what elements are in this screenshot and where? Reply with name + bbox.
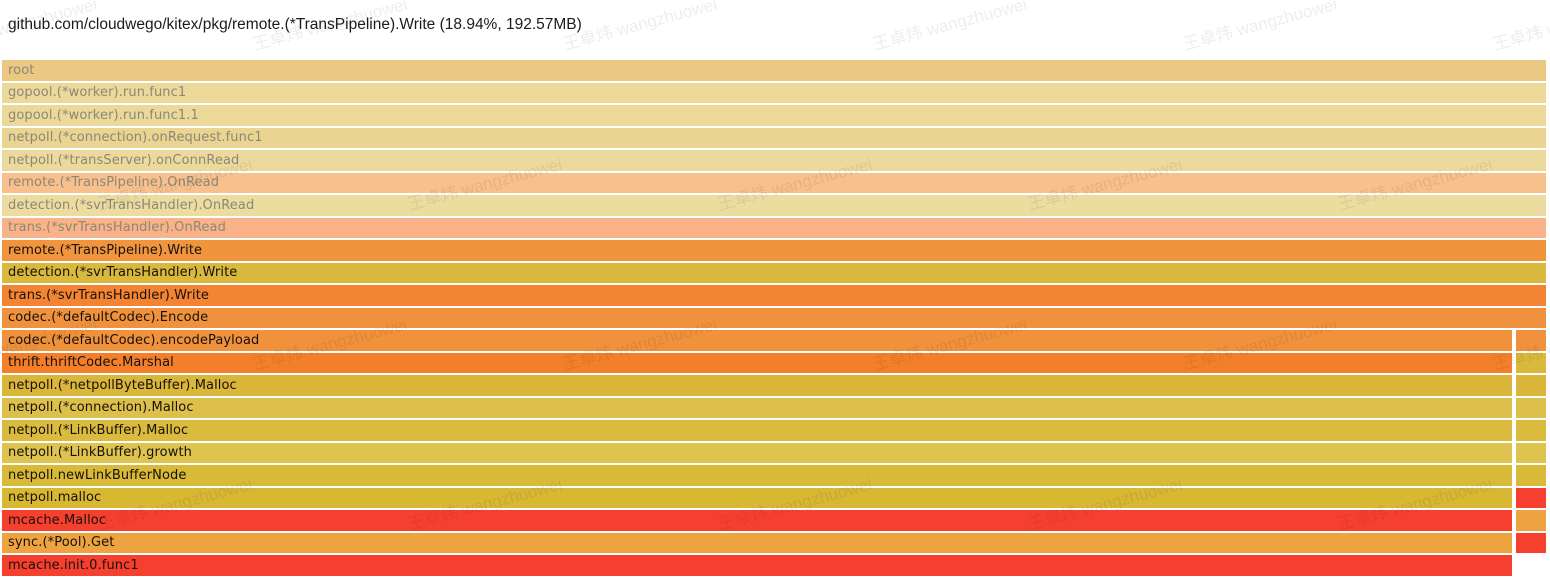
flame-frame[interactable]: trans.(*svrTransHandler).OnRead [2,217,1546,238]
flame-frame[interactable]: netpoll.(*connection).Malloc [2,397,1512,418]
flame-row: mcache.Malloc [2,510,1546,531]
flame-frame-label: netpoll.(*netpollByteBuffer).Malloc [8,377,237,393]
flame-row: detection.(*svrTransHandler).OnRead [2,195,1546,216]
flame-frame-label: gopool.(*worker).run.func1.1 [8,107,199,123]
flame-frame-label: codec.(*defaultCodec).Encode [8,310,209,326]
flame-frame-label: thrift.thriftCodec.Marshal [8,355,174,371]
flame-frame-sibling[interactable] [1516,465,1546,486]
flamegraph-title: github.com/cloudwego/kitex/pkg/remote.(*… [8,16,582,33]
flame-frame[interactable]: netpoll.(*connection).onRequest.func1 [2,127,1546,148]
flame-row: codec.(*defaultCodec).encodePayload [2,330,1546,351]
flame-frame-label: codec.(*defaultCodec).encodePayload [8,332,260,348]
flame-frame-sibling[interactable] [1516,420,1546,441]
flame-row: netpoll.(*transServer).onConnRead [2,150,1546,171]
flame-frame[interactable]: detection.(*svrTransHandler).Write [2,262,1546,283]
flame-row: netpoll.malloc [2,487,1546,508]
flame-row: thrift.thriftCodec.Marshal [2,352,1546,373]
flame-frame-label: netpoll.(*LinkBuffer).growth [8,445,192,461]
flame-frame[interactable]: mcache.init.0.func1 [2,555,1512,576]
flame-row: root [2,60,1546,81]
flame-row: codec.(*defaultCodec).Encode [2,307,1546,328]
flame-frame-sibling[interactable] [1516,532,1546,553]
flame-frame[interactable]: gopool.(*worker).run.func1 [2,82,1546,103]
flame-frame[interactable]: remote.(*TransPipeline).OnRead [2,172,1546,193]
flame-frame[interactable]: detection.(*svrTransHandler).OnRead [2,195,1546,216]
flame-row: netpoll.newLinkBufferNode [2,465,1546,486]
flame-frame-label: netpoll.(*LinkBuffer).Malloc [8,422,189,438]
flame-frame-label: detection.(*svrTransHandler).OnRead [8,197,255,213]
flame-row: netpoll.(*connection).onRequest.func1 [2,127,1546,148]
flame-frame-label: netpoll.newLinkBufferNode [8,467,187,483]
flame-row: gopool.(*worker).run.func1 [2,82,1546,103]
flame-frame[interactable]: netpoll.(*LinkBuffer).Malloc [2,420,1512,441]
flame-frame[interactable]: codec.(*defaultCodec).encodePayload [2,330,1512,351]
flame-frame-label: detection.(*svrTransHandler).Write [8,265,238,281]
watermark-text: 王卓炜 wangzhuowei [870,0,1030,55]
flame-frame[interactable]: netpoll.(*LinkBuffer).growth [2,442,1512,463]
flame-frame-sibling[interactable] [1516,397,1546,418]
flame-row: detection.(*svrTransHandler).Write [2,262,1546,283]
flamegraph: root gopool.(*worker).run.func1 gopool.(*w… [2,60,1546,576]
flame-frame-label: remote.(*TransPipeline).Write [8,242,203,258]
flame-frame-label: sync.(*Pool).Get [8,535,115,551]
flame-frame[interactable]: trans.(*svrTransHandler).Write [2,285,1546,306]
flame-frame-label: remote.(*TransPipeline).OnRead [8,175,220,191]
flame-frame-sibling[interactable] [1516,442,1546,463]
flame-frame[interactable]: codec.(*defaultCodec).Encode [2,307,1546,328]
flame-frame-label: netpoll.malloc [8,490,102,506]
flame-row: mcache.init.0.func1 [2,555,1546,576]
flame-row: netpoll.(*LinkBuffer).growth [2,442,1546,463]
flame-frame-sibling[interactable] [1516,375,1546,396]
flame-frame[interactable]: thrift.thriftCodec.Marshal [2,352,1512,373]
flame-frame[interactable]: netpoll.newLinkBufferNode [2,465,1512,486]
flame-frame[interactable]: mcache.Malloc [2,510,1512,531]
flame-frame-label: netpoll.(*connection).onRequest.func1 [8,130,263,146]
flame-row: gopool.(*worker).run.func1.1 [2,105,1546,126]
flame-frame[interactable]: netpoll.(*transServer).onConnRead [2,150,1546,171]
flame-row: sync.(*Pool).Get [2,532,1546,553]
flame-frame-label: netpoll.(*connection).Malloc [8,400,194,416]
flame-row: trans.(*svrTransHandler).Write [2,285,1546,306]
flame-frame-label: gopool.(*worker).run.func1 [8,85,187,101]
flame-frame-sibling[interactable] [1516,330,1546,351]
flame-row: trans.(*svrTransHandler).OnRead [2,217,1546,238]
flame-frame-sibling[interactable] [1516,510,1546,531]
flame-frame[interactable]: root [2,60,1546,81]
flame-frame[interactable]: sync.(*Pool).Get [2,532,1512,553]
watermark-text: 王卓炜 wangzhuowei [560,0,720,55]
flame-frame-label: root [8,62,35,78]
flame-frame-sibling[interactable] [1516,352,1546,373]
flame-frame-sibling[interactable] [1516,487,1546,508]
flame-frame-label: netpoll.(*transServer).onConnRead [8,152,240,168]
flame-frame[interactable]: gopool.(*worker).run.func1.1 [2,105,1546,126]
flame-frame-label: mcache.init.0.func1 [8,557,139,573]
flame-frame[interactable]: netpoll.malloc [2,487,1512,508]
flame-row: netpoll.(*netpollByteBuffer).Malloc [2,375,1546,396]
flame-row: remote.(*TransPipeline).OnRead [2,172,1546,193]
flame-frame-label: trans.(*svrTransHandler).OnRead [8,220,226,236]
flame-frame[interactable]: netpoll.(*netpollByteBuffer).Malloc [2,375,1512,396]
flame-row: remote.(*TransPipeline).Write [2,240,1546,261]
watermark-text: 王卓炜 wangzhuowei [1180,0,1340,55]
flame-frame-label: mcache.Malloc [8,512,107,528]
flame-frame-label: trans.(*svrTransHandler).Write [8,287,210,303]
flame-frame[interactable]: remote.(*TransPipeline).Write [2,240,1546,261]
watermark-text: 王卓炜 wangzhuowei [1490,0,1550,55]
flame-row: netpoll.(*connection).Malloc [2,397,1546,418]
flame-row: netpoll.(*LinkBuffer).Malloc [2,420,1546,441]
